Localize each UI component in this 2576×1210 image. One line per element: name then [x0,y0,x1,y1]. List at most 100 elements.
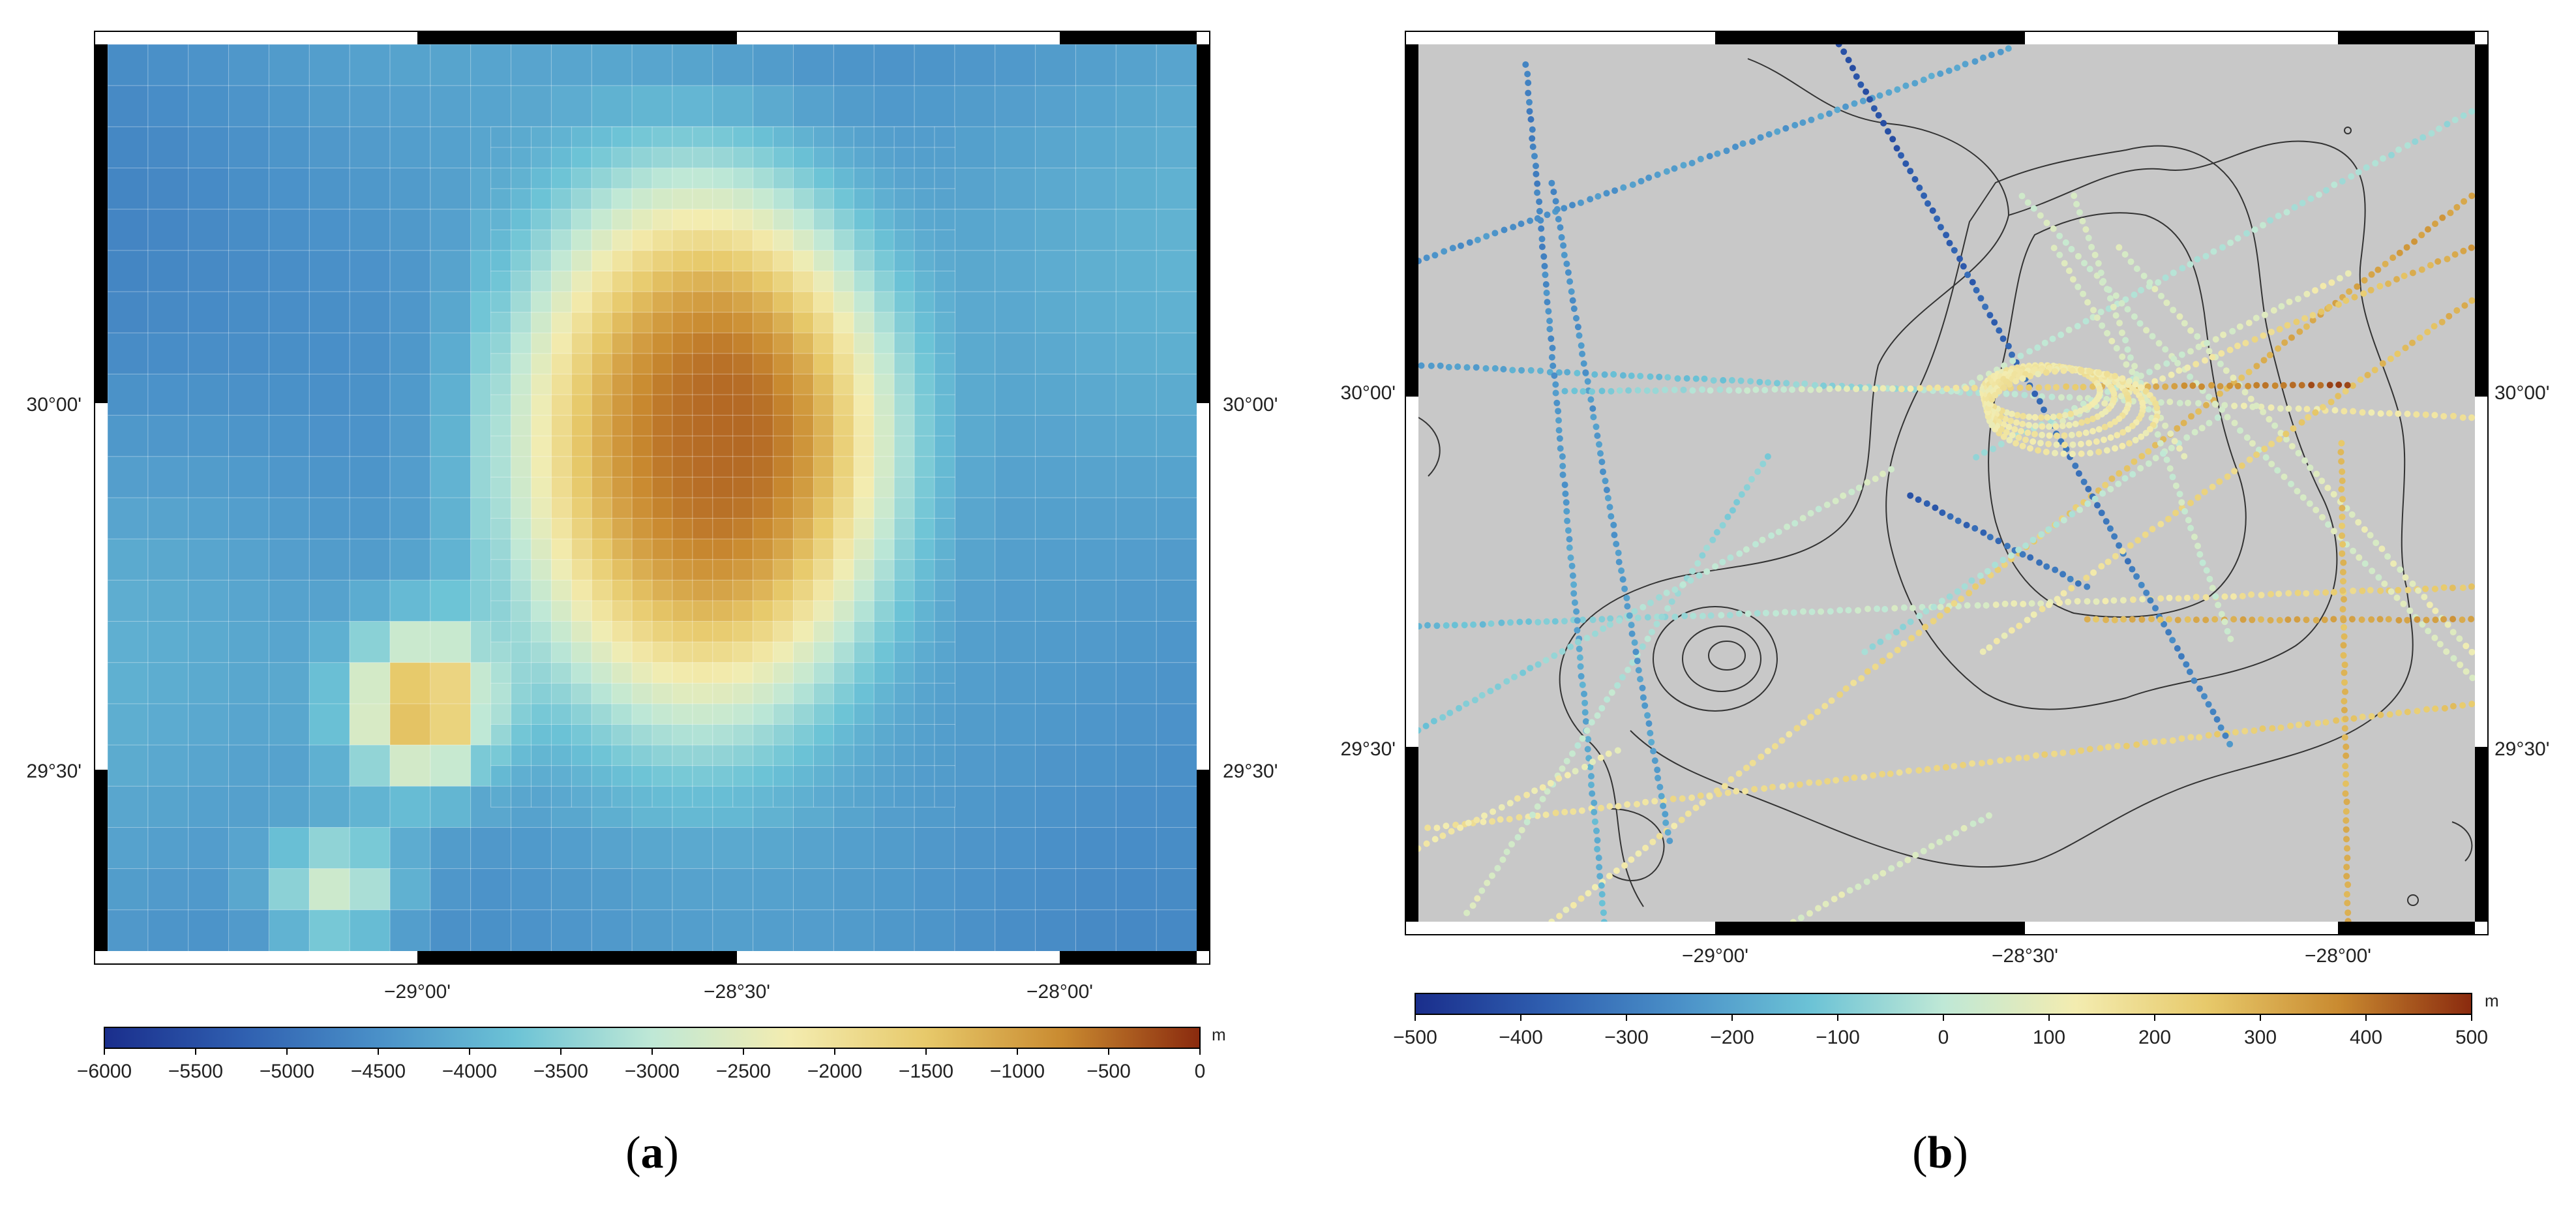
grid-cell [732,456,754,478]
grid-cell [813,353,835,375]
survey-point [2373,539,2380,547]
survey-point [2324,485,2331,491]
survey-point [1885,89,1893,96]
grid-cell [188,85,230,128]
survey-point [1480,819,1487,825]
grid-cell [753,373,774,396]
grid-cell [995,785,1036,828]
survey-point [2102,481,2109,489]
grid-cell [571,126,593,148]
grid-cell [934,785,955,808]
survey-point [1443,823,1450,830]
survey-point [1552,809,1559,817]
survey-point [1733,499,1741,506]
grid-cell [591,600,613,622]
grid-cell [712,353,734,375]
grid-cell [873,600,895,622]
survey-point [2112,292,2119,299]
grid-cell [308,209,351,251]
survey-point [1582,718,1589,725]
survey-point [2206,419,2213,427]
survey-point [2036,398,2043,405]
survey-point [1538,225,1545,232]
survey-point [2088,243,2095,250]
survey-point [1969,279,1976,286]
survey-point [2046,423,2052,430]
grid-cell [1075,332,1117,375]
grid-cell [591,785,613,808]
survey-point [2119,547,2126,554]
survey-point [1706,153,1713,160]
survey-point [1822,901,1829,907]
survey-point [1842,776,1850,783]
survey-point [2335,393,2342,400]
survey-point [2127,258,2134,265]
grid-cell [873,785,895,808]
grid-cell [712,765,734,787]
grid-cell [490,229,512,251]
survey-point [1791,121,1799,129]
grid-cell [773,312,794,334]
grid-cell [571,538,593,560]
survey-point [2359,587,2366,594]
grid-cell [995,209,1036,251]
grid-cell [550,188,573,210]
survey-point [1951,600,1958,607]
grid-cell [430,209,472,251]
survey-point [1494,865,1501,871]
grid-cell [550,332,573,354]
grid-cell [308,785,351,828]
grid-cell [833,600,855,622]
grid-cell [773,147,794,169]
grid-cell [792,579,815,601]
survey-point [2227,635,2234,643]
survey-point [2111,533,2118,540]
survey-point [2298,382,2305,389]
survey-point [2290,425,2297,432]
grid-cell [571,662,593,684]
grid-cell [188,662,230,704]
survey-point [1743,484,1750,491]
survey-point [2343,771,2350,778]
grid-cell [530,765,552,787]
survey-point [1798,386,1805,393]
grid-cell [631,229,653,251]
survey-point [2419,621,2426,628]
survey-point [2005,423,2013,431]
grid-cell [712,579,734,601]
survey-point [2376,282,2384,290]
survey-point [2385,616,2392,623]
survey-point [1606,621,1613,628]
grid-cell [732,229,754,251]
grid-cell [308,332,351,375]
panel-a-colorbar-tick-label: −3000 [625,1061,680,1082]
survey-point [2439,214,2446,221]
grid-cell [753,621,774,643]
grid-cell [490,415,512,437]
grid-cell [511,682,532,704]
grid-cell [1115,868,1158,911]
survey-point [2251,727,2258,734]
survey-point [1726,612,1733,619]
survey-point [2068,431,2075,438]
grid-cell [511,538,532,560]
grid-cell [188,126,230,169]
survey-point [2277,405,2284,412]
survey-point [1815,905,1821,912]
survey-point [1489,872,1495,879]
grid-cell [692,394,713,416]
survey-point [1479,621,1486,628]
grid-cell [672,147,693,169]
grid-cell [1115,126,1158,169]
grid-cell [813,744,835,766]
survey-point [2178,735,2185,742]
survey-point [1562,491,1569,497]
grid-cell [753,826,794,870]
grid-cell [853,373,875,396]
survey-point [2202,357,2208,364]
grid-cell [792,44,835,87]
survey-point [1902,82,1910,89]
survey-point [2342,387,2349,395]
grid-cell [611,724,633,746]
panel-a-colorbar-tick-label: −1500 [899,1061,953,1082]
